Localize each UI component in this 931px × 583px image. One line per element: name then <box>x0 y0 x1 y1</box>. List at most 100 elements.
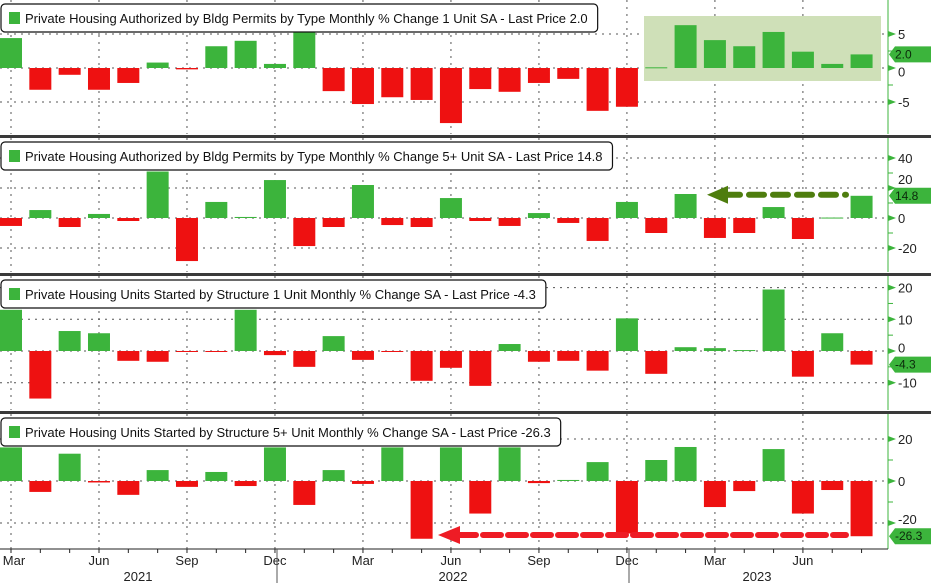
arrow-head-icon <box>707 185 728 204</box>
y-tick-mark <box>888 185 896 191</box>
bar <box>58 453 81 481</box>
bar <box>527 68 550 83</box>
y-tick-label: 0 <box>898 64 905 79</box>
bar <box>498 68 521 92</box>
bar <box>205 201 228 218</box>
bar <box>586 462 609 481</box>
bar <box>263 447 286 481</box>
bar <box>87 333 110 351</box>
bar <box>175 218 198 262</box>
bar <box>850 195 873 218</box>
bar <box>87 68 110 90</box>
bar <box>821 333 844 351</box>
y-tick-label: -20 <box>898 241 917 256</box>
bar <box>410 218 433 227</box>
bar <box>527 213 550 218</box>
x-tick-label: Mar <box>704 553 727 568</box>
bar <box>615 68 638 107</box>
bar <box>0 218 22 226</box>
bar <box>762 289 785 351</box>
y-tick-mark <box>888 215 896 221</box>
bar <box>733 350 756 352</box>
bar <box>586 68 609 111</box>
y-tick-label: 20 <box>898 172 912 187</box>
y-tick-label: 20 <box>898 432 912 447</box>
legend-label: Private Housing Units Started by Structu… <box>25 425 551 440</box>
y-tick-mark <box>888 31 896 37</box>
bar <box>791 351 814 377</box>
bar <box>410 68 433 100</box>
bar <box>29 68 52 90</box>
y-tick-label: 20 <box>898 281 912 296</box>
year-label: 2021 <box>124 569 153 583</box>
y-tick-mark <box>888 155 896 161</box>
x-axis: Mar Jun Sep Dec Mar Jun Sep Dec Mar Jun 2021 2022 20… <box>0 548 888 583</box>
y-tick-mark <box>888 348 896 354</box>
bar <box>850 54 873 68</box>
bar <box>645 218 668 233</box>
bar <box>586 351 609 371</box>
bar <box>0 447 22 481</box>
bar <box>351 68 374 105</box>
y-tick-label: 5 <box>898 27 905 42</box>
bar <box>381 351 404 352</box>
bar <box>586 218 609 241</box>
bar <box>762 31 785 68</box>
bar <box>351 185 374 218</box>
legend-label: Private Housing Authorized by Bldg Permi… <box>25 11 588 26</box>
bar <box>703 348 726 351</box>
bar <box>498 447 521 481</box>
bar <box>58 218 81 227</box>
bar-series <box>0 446 873 539</box>
legend-box <box>0 141 614 171</box>
y-tick-label: -20 <box>898 512 917 527</box>
bar <box>410 481 433 539</box>
bar <box>234 40 257 68</box>
x-tick-label: Dec <box>263 553 287 568</box>
bar <box>645 351 668 374</box>
bar <box>293 481 316 505</box>
panel-3: 20 10 0 -10 -4.3 Private Housing Units Starte… <box>0 276 931 414</box>
panel-separator <box>0 411 931 414</box>
arrow-head-icon <box>438 526 460 544</box>
bar <box>439 68 462 124</box>
bar <box>381 68 404 98</box>
y-tick-mark <box>888 245 896 251</box>
bar <box>351 481 374 484</box>
bar <box>557 218 580 223</box>
bar <box>146 470 169 481</box>
bar-series <box>0 16 881 124</box>
bar <box>469 218 492 221</box>
bar <box>175 351 198 352</box>
y-tick-label: 40 <box>898 151 912 166</box>
bar <box>791 481 814 514</box>
x-tick-label: Mar <box>352 553 375 568</box>
bar <box>87 481 110 483</box>
last-price-value: 14.8 <box>895 189 919 203</box>
legend-swatch <box>9 150 20 162</box>
bar <box>674 347 697 351</box>
bar <box>29 351 52 399</box>
x-tick-label: Jun <box>89 553 110 568</box>
last-price-value: -26.3 <box>895 529 923 543</box>
bar <box>469 481 492 514</box>
bar <box>146 171 169 218</box>
y-tick-mark <box>888 520 896 526</box>
bar <box>527 351 550 362</box>
bar <box>733 46 756 68</box>
x-tick-label: Jun <box>792 553 813 568</box>
bar <box>117 481 140 495</box>
bar <box>439 351 462 368</box>
bar <box>381 447 404 481</box>
bar <box>762 449 785 481</box>
legend-swatch <box>9 288 20 300</box>
y-tick-label: -10 <box>898 376 917 391</box>
y-tick-mark <box>888 65 896 71</box>
bar <box>381 218 404 226</box>
bar <box>791 51 814 68</box>
bar <box>733 481 756 492</box>
bar <box>703 218 726 238</box>
legend-label: Private Housing Units Started by Structu… <box>25 287 536 302</box>
x-tick-label: Jun <box>440 553 461 568</box>
